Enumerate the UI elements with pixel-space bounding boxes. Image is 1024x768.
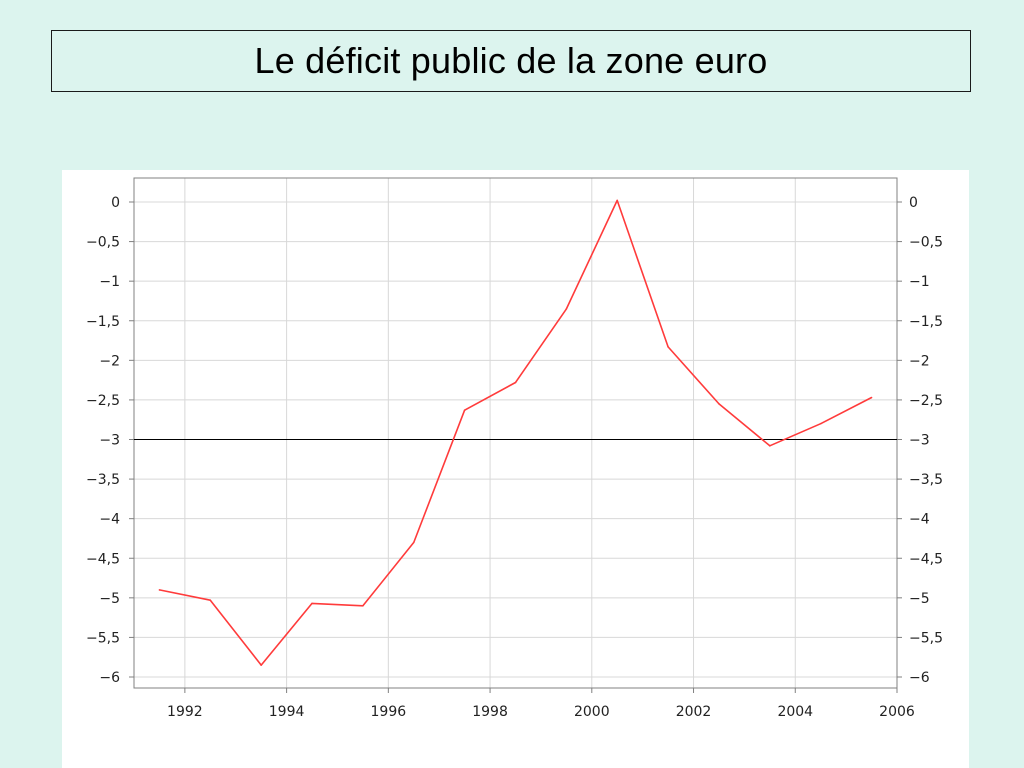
x-tick-label: 1998 [472,704,508,720]
data-point [514,381,517,384]
y-tick-label-right: −5 [909,591,930,607]
y-tick-label-left: −2,5 [86,393,120,409]
data-point [616,199,619,202]
y-tick-label-left: −5 [99,591,120,607]
data-point [667,346,669,348]
y-tick-label-right: −6 [909,670,930,686]
y-tick-label-right: 0 [909,195,918,211]
series-line [159,199,872,666]
slide-title-box: Le déficit public de la zone euro [51,30,971,92]
y-tick-label-right: −5,5 [909,630,943,646]
y-tick-label-left: −4 [99,512,120,528]
y-tick-label-left: −1,5 [86,314,120,330]
y-tick-label-right: −1,5 [909,314,943,330]
data-point [311,602,313,605]
x-tick-label: 1996 [371,704,407,720]
y-tick-label-right: −1 [909,274,930,290]
y-tick-label-right: −4 [909,512,930,528]
data-point [412,541,415,544]
x-tick-label: 2000 [574,704,610,720]
plot-border [133,177,898,689]
y-tick-label-right: −2,5 [909,393,943,409]
x-tick-label: 2002 [676,704,712,720]
y-tick-label-left: −2 [99,353,120,369]
data-point [209,599,212,602]
y-tick-label-right: −2 [909,353,930,369]
data-point [870,396,873,399]
x-tick-label: 1992 [167,704,203,720]
y-tick-label-left: −6 [99,670,120,686]
y-tick-label-left: 0 [111,195,120,211]
y-tick-label-right: −3,5 [909,472,943,488]
data-point [819,422,822,425]
slide-title: Le déficit public de la zone euro [254,40,768,81]
chart-panel: 0 0 −0,5 −0,5 −1 −1 −1,5 −1,5 −2 −2 −2,5 −2,5 −3 −3 −3… [62,170,969,768]
y-tick-label-left: −5,5 [86,630,120,646]
y-tick-label-right: −3 [909,433,930,449]
y-tick-label-left: −3,5 [86,472,120,488]
data-point [463,409,466,412]
data-point [718,403,720,405]
data-point [260,664,262,666]
y-tick-label-left: −1 [99,274,120,290]
data-point [158,589,161,591]
y-tick-label-right: −0,5 [909,235,943,251]
y-tick-label-left: −3 [99,433,120,449]
data-point [769,445,771,447]
line-chart: 0 0 −0,5 −0,5 −1 −1 −1,5 −1,5 −2 −2 −2,5 −2,5 −3 −3 −3… [86,177,943,720]
x-tick-label: 2004 [777,704,813,720]
data-point [565,308,568,310]
y-tick-label-right: −4,5 [909,551,943,567]
data-point [362,604,364,607]
y-tick-label-left: −0,5 [86,235,120,251]
x-tick-label: 1994 [269,704,305,720]
x-tick-label: 2006 [879,704,915,720]
y-tick-label-left: −4,5 [86,551,120,567]
